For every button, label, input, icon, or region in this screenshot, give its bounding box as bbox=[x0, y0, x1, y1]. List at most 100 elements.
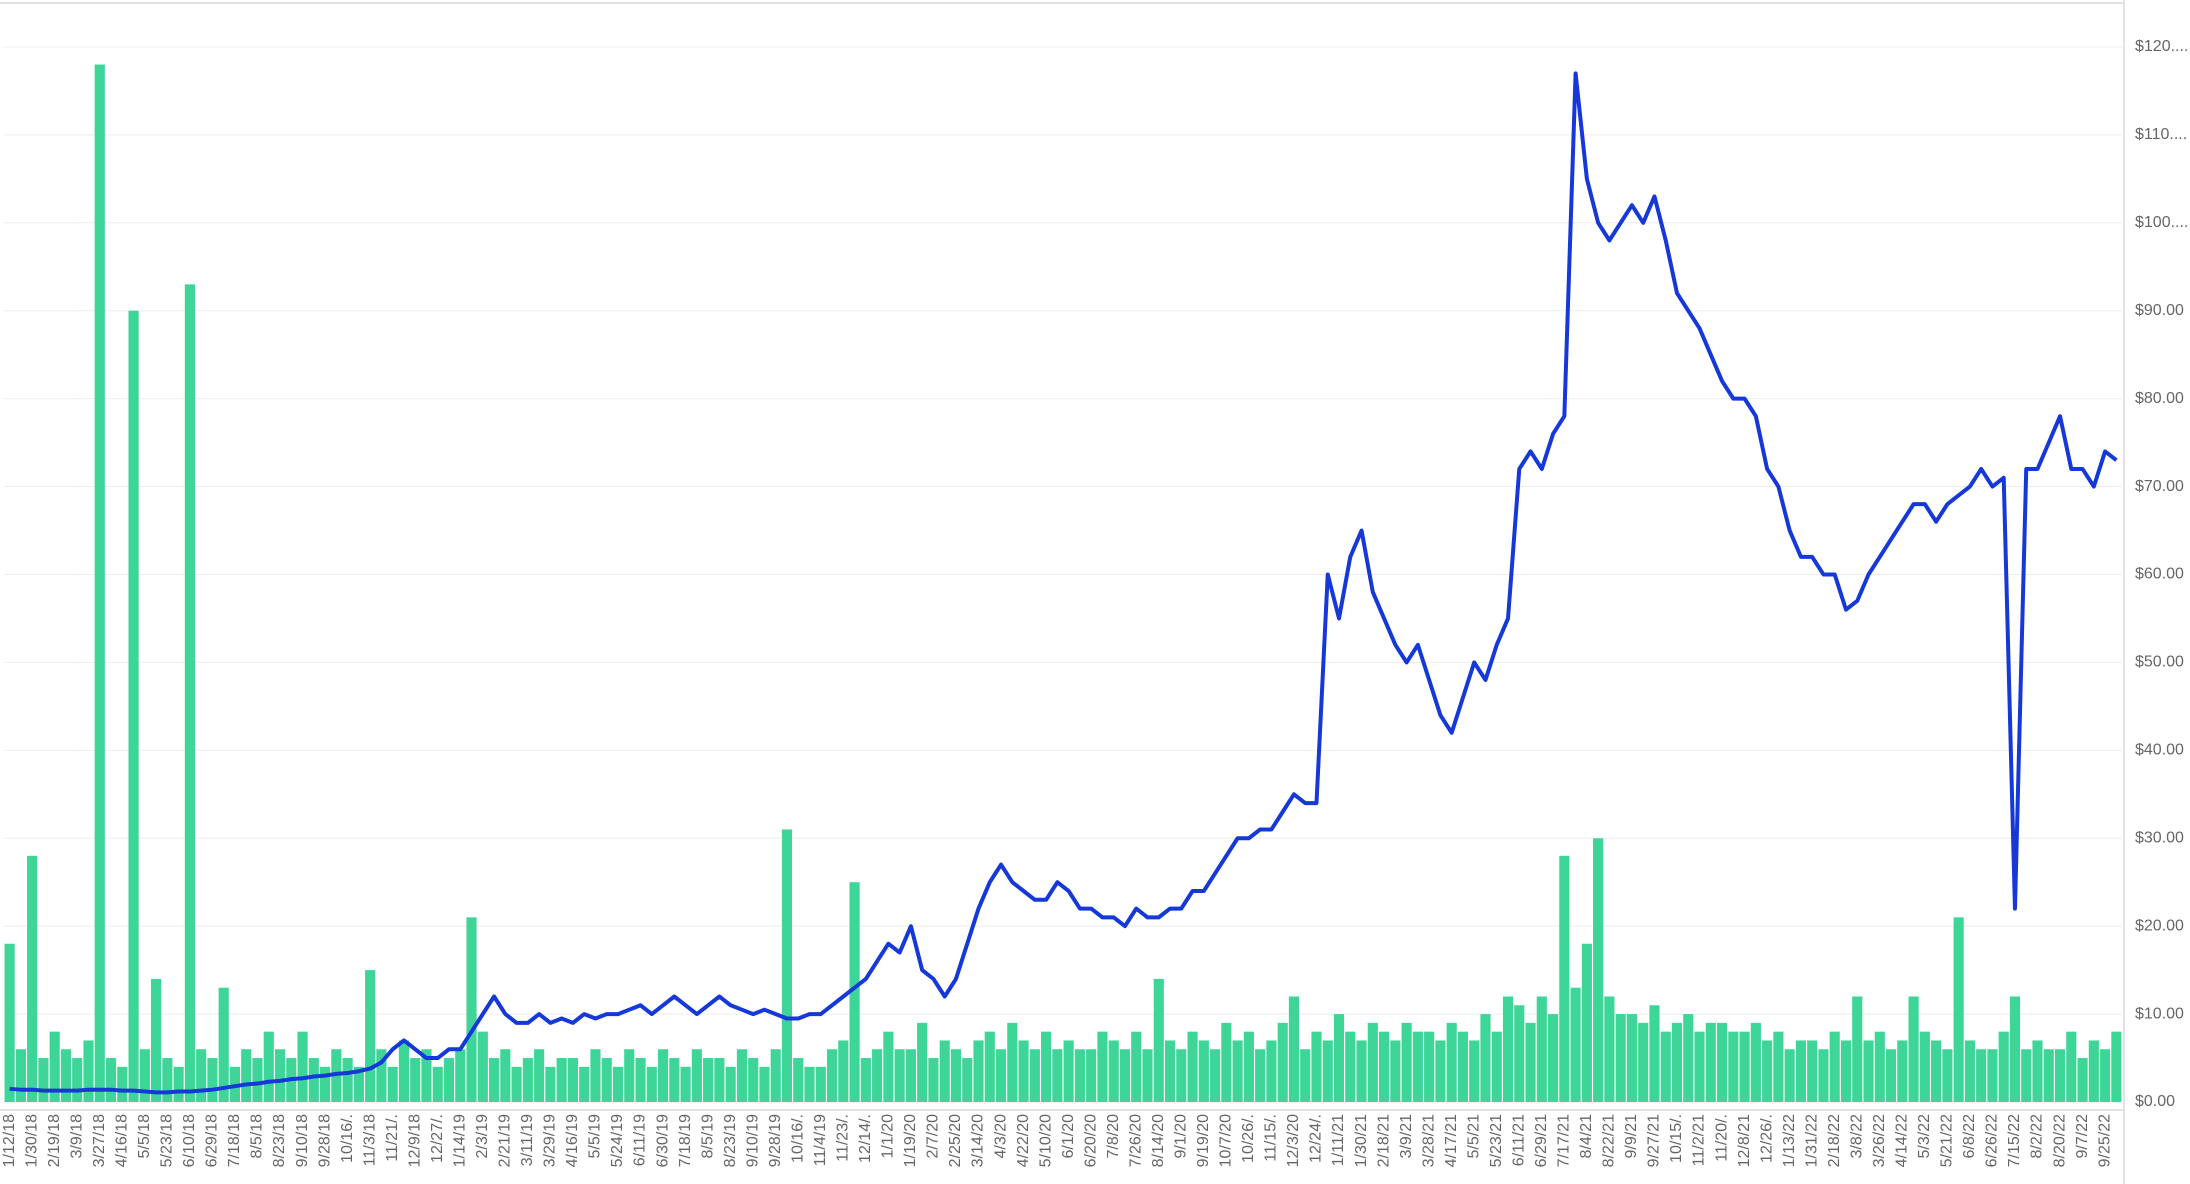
x-tick-label: 1/31/22 bbox=[1803, 1114, 1820, 1167]
bar bbox=[320, 1066, 331, 1102]
bar bbox=[500, 1049, 511, 1102]
y-tick-label: $20.00 bbox=[2135, 917, 2184, 934]
y-tick-label: $40.00 bbox=[2135, 742, 2184, 759]
bar bbox=[1356, 1040, 1367, 1102]
bar bbox=[1311, 1031, 1322, 1102]
y-tick-label: $100.... bbox=[2135, 214, 2188, 231]
x-tick-label: 1/12/18 bbox=[1, 1114, 18, 1167]
bar bbox=[387, 1066, 398, 1102]
bar bbox=[534, 1049, 545, 1102]
x-tick-label: 11/4/19 bbox=[812, 1114, 829, 1166]
bar bbox=[917, 1022, 928, 1102]
bar bbox=[1390, 1040, 1401, 1102]
bar bbox=[1762, 1040, 1773, 1102]
x-tick-label: 6/29/21 bbox=[1533, 1114, 1550, 1167]
bar bbox=[1807, 1040, 1818, 1102]
x-tick-label: 3/29/19 bbox=[542, 1114, 559, 1167]
x-tick-label: 4/16/19 bbox=[564, 1114, 581, 1167]
x-tick-label: 9/28/19 bbox=[767, 1114, 784, 1167]
bar bbox=[1367, 1022, 1378, 1102]
bar bbox=[466, 917, 477, 1102]
x-tick-label: 11/20/. bbox=[1713, 1114, 1730, 1162]
y-tick-label: $120.... bbox=[2135, 38, 2188, 55]
y-tick-label: $60.00 bbox=[2135, 566, 2184, 583]
bar bbox=[567, 1058, 579, 1102]
bar bbox=[410, 1058, 421, 1102]
x-tick-label: 3/9/18 bbox=[68, 1114, 85, 1159]
bar bbox=[218, 987, 229, 1102]
x-tick-label: 11/2/21 bbox=[1691, 1114, 1708, 1166]
x-tick-label: 6/11/21 bbox=[1510, 1114, 1527, 1166]
bar bbox=[1142, 1049, 1153, 1102]
bar bbox=[1153, 978, 1164, 1102]
bar bbox=[1243, 1031, 1254, 1102]
bar bbox=[1671, 1022, 1683, 1102]
x-tick-label: 8/23/19 bbox=[722, 1114, 739, 1167]
bar bbox=[38, 1058, 49, 1102]
bar bbox=[1570, 987, 1581, 1102]
bar bbox=[669, 1058, 680, 1102]
bar bbox=[1514, 1005, 1525, 1102]
bar bbox=[601, 1058, 612, 1102]
x-tick-label: 9/10/18 bbox=[294, 1114, 311, 1167]
x-tick-label: 1/13/22 bbox=[1781, 1114, 1798, 1167]
bar bbox=[1773, 1031, 1784, 1102]
bar bbox=[1255, 1049, 1266, 1102]
bar bbox=[556, 1058, 567, 1102]
bar bbox=[815, 1066, 826, 1102]
bar bbox=[2077, 1058, 2088, 1102]
x-tick-label: 2/18/21 bbox=[1375, 1114, 1392, 1167]
bar bbox=[1829, 1031, 1840, 1102]
bar bbox=[1874, 1031, 1885, 1102]
bar bbox=[1750, 1022, 1761, 1102]
x-tick-label: 6/10/18 bbox=[181, 1114, 198, 1167]
bar bbox=[1074, 1049, 1085, 1102]
bar bbox=[72, 1058, 83, 1102]
bar bbox=[691, 1049, 702, 1102]
bar bbox=[1728, 1031, 1739, 1102]
bar bbox=[2009, 996, 2021, 1102]
bar bbox=[49, 1031, 60, 1102]
bar bbox=[184, 284, 195, 1102]
bar bbox=[117, 1066, 128, 1102]
bar bbox=[1300, 1049, 1311, 1102]
bar bbox=[1931, 1040, 1942, 1102]
bar bbox=[928, 1058, 939, 1102]
bar bbox=[488, 1058, 500, 1102]
x-tick-label: 3/26/22 bbox=[1871, 1114, 1888, 1167]
bar bbox=[2100, 1049, 2111, 1102]
bar bbox=[883, 1031, 894, 1102]
bar bbox=[646, 1066, 657, 1102]
x-tick-label: 5/23/21 bbox=[1488, 1114, 1505, 1167]
bar bbox=[1694, 1031, 1705, 1102]
bar bbox=[1435, 1040, 1446, 1102]
bar bbox=[421, 1049, 432, 1102]
bar bbox=[736, 1049, 747, 1102]
x-tick-label: 3/11/19 bbox=[519, 1114, 536, 1166]
bar bbox=[1288, 996, 1300, 1102]
bar bbox=[1559, 855, 1570, 1102]
bar bbox=[545, 1066, 556, 1102]
bar bbox=[1987, 1049, 1998, 1102]
bar bbox=[1784, 1049, 1795, 1102]
y-tick-label: $110.... bbox=[2135, 126, 2187, 143]
bar bbox=[432, 1066, 443, 1102]
bar bbox=[635, 1058, 646, 1102]
bar bbox=[1626, 1014, 1638, 1102]
x-tick-label: 10/16/. bbox=[789, 1114, 806, 1163]
bar bbox=[365, 970, 376, 1102]
x-tick-label: 4/22/20 bbox=[1015, 1114, 1032, 1167]
bar bbox=[2032, 1040, 2043, 1102]
x-tick-label: 5/10/20 bbox=[1037, 1114, 1054, 1167]
bar bbox=[1976, 1049, 1987, 1102]
x-tick-label: 12/24/. bbox=[1308, 1114, 1325, 1163]
bar bbox=[838, 1040, 849, 1102]
bar bbox=[612, 1066, 624, 1102]
bar bbox=[1446, 1022, 1457, 1102]
bar bbox=[1897, 1040, 1908, 1102]
bar bbox=[477, 1031, 488, 1102]
bar bbox=[657, 1049, 669, 1102]
x-tick-label: 4/3/20 bbox=[992, 1114, 1009, 1159]
x-tick-label: 9/27/21 bbox=[1646, 1114, 1663, 1167]
